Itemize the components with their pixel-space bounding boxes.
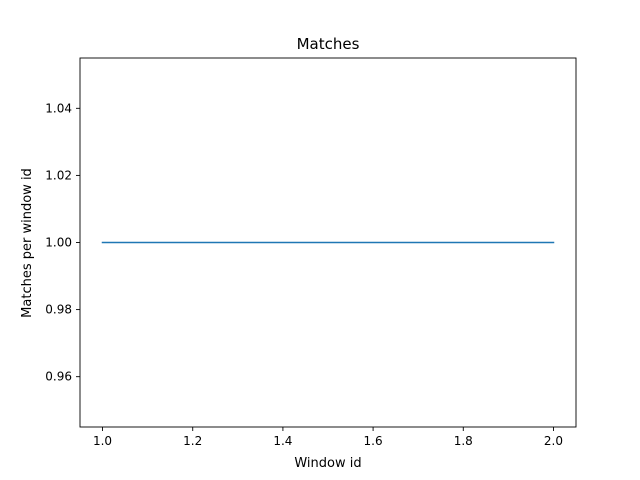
x-tick-label: 1.8	[454, 434, 473, 448]
y-tick-label: 1.00	[45, 236, 72, 250]
y-tick-label: 0.98	[45, 303, 72, 317]
x-tick-label: 1.2	[183, 434, 202, 448]
x-tick-label: 1.4	[273, 434, 292, 448]
y-axis-label: Matches per window id	[20, 168, 35, 318]
plot-area: 1.0 1.2 1.4 1.6 1.8 2.0 0.96 0.98 1.00 1.02 1.04	[45, 57, 577, 448]
y-tick-label: 1.02	[45, 168, 72, 182]
x-tick-label: 1.0	[93, 434, 112, 448]
x-axis-label: Window id	[294, 456, 361, 471]
x-tick-label: 2.0	[544, 434, 563, 448]
y-tick-label: 0.96	[45, 370, 72, 384]
y-tick-label: 1.04	[45, 101, 72, 115]
x-tick-label: 1.6	[364, 434, 383, 448]
chart-title: Matches	[297, 35, 360, 53]
